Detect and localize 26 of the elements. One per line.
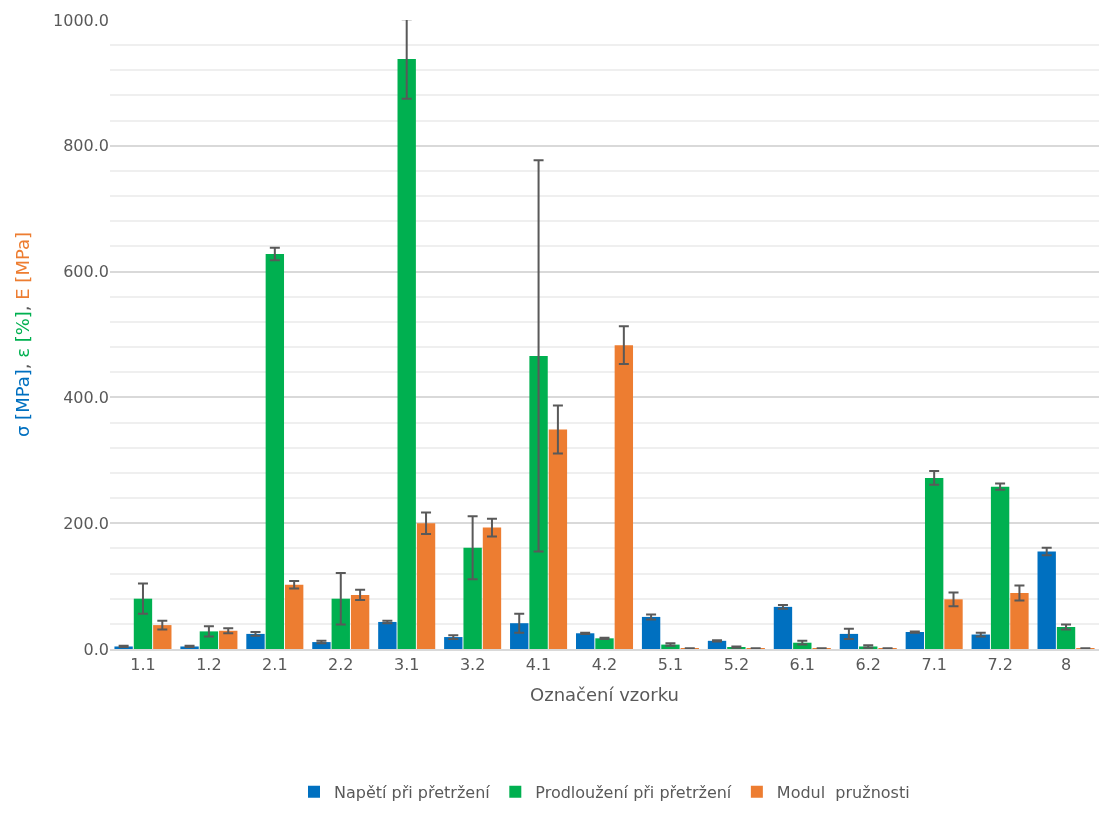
x-tick-label: 4.2	[591, 655, 618, 675]
x-tick-label: 4.1	[525, 655, 552, 675]
y-tick-label: 600.0	[63, 262, 109, 282]
x-tick-label: 1.1	[130, 655, 156, 675]
x-tick-label: 3.2	[459, 655, 486, 675]
y-tick-label: 400.0	[63, 388, 109, 407]
y-tick-label: 1000.0	[53, 10, 109, 30]
x-tick-label: 5.2	[723, 655, 750, 675]
y-tick-label: 0.0	[83, 639, 109, 659]
x-tick-label: 7.1	[921, 655, 947, 675]
x-tick-label: 5.1	[657, 655, 684, 675]
x-tick-label: 6.2	[855, 655, 881, 675]
x-tick-label: 3.1	[393, 655, 420, 675]
y-tick-label: 800.0	[63, 136, 109, 156]
x-tick-label: 1.2	[196, 655, 222, 675]
legend-label: Prodloužení při přetržení	[535, 782, 732, 802]
legend-label: Napětí při přetržení	[334, 782, 491, 802]
x-tick-label: 2.1	[262, 655, 288, 675]
y-tick-label: 200.0	[63, 513, 109, 533]
x-tick-label: 8	[1060, 655, 1072, 675]
x-tick-label: 6.1	[789, 655, 816, 675]
x-tick-label: 2.2	[328, 655, 354, 675]
y-axis-title: σ [MPa], ε [%], E [MPa]	[12, 231, 34, 438]
x-axis-title: Označení vzorku	[530, 683, 679, 705]
x-tick-label: 7.2	[987, 655, 1013, 675]
legend-label: Modul pružnosti	[776, 782, 910, 802]
